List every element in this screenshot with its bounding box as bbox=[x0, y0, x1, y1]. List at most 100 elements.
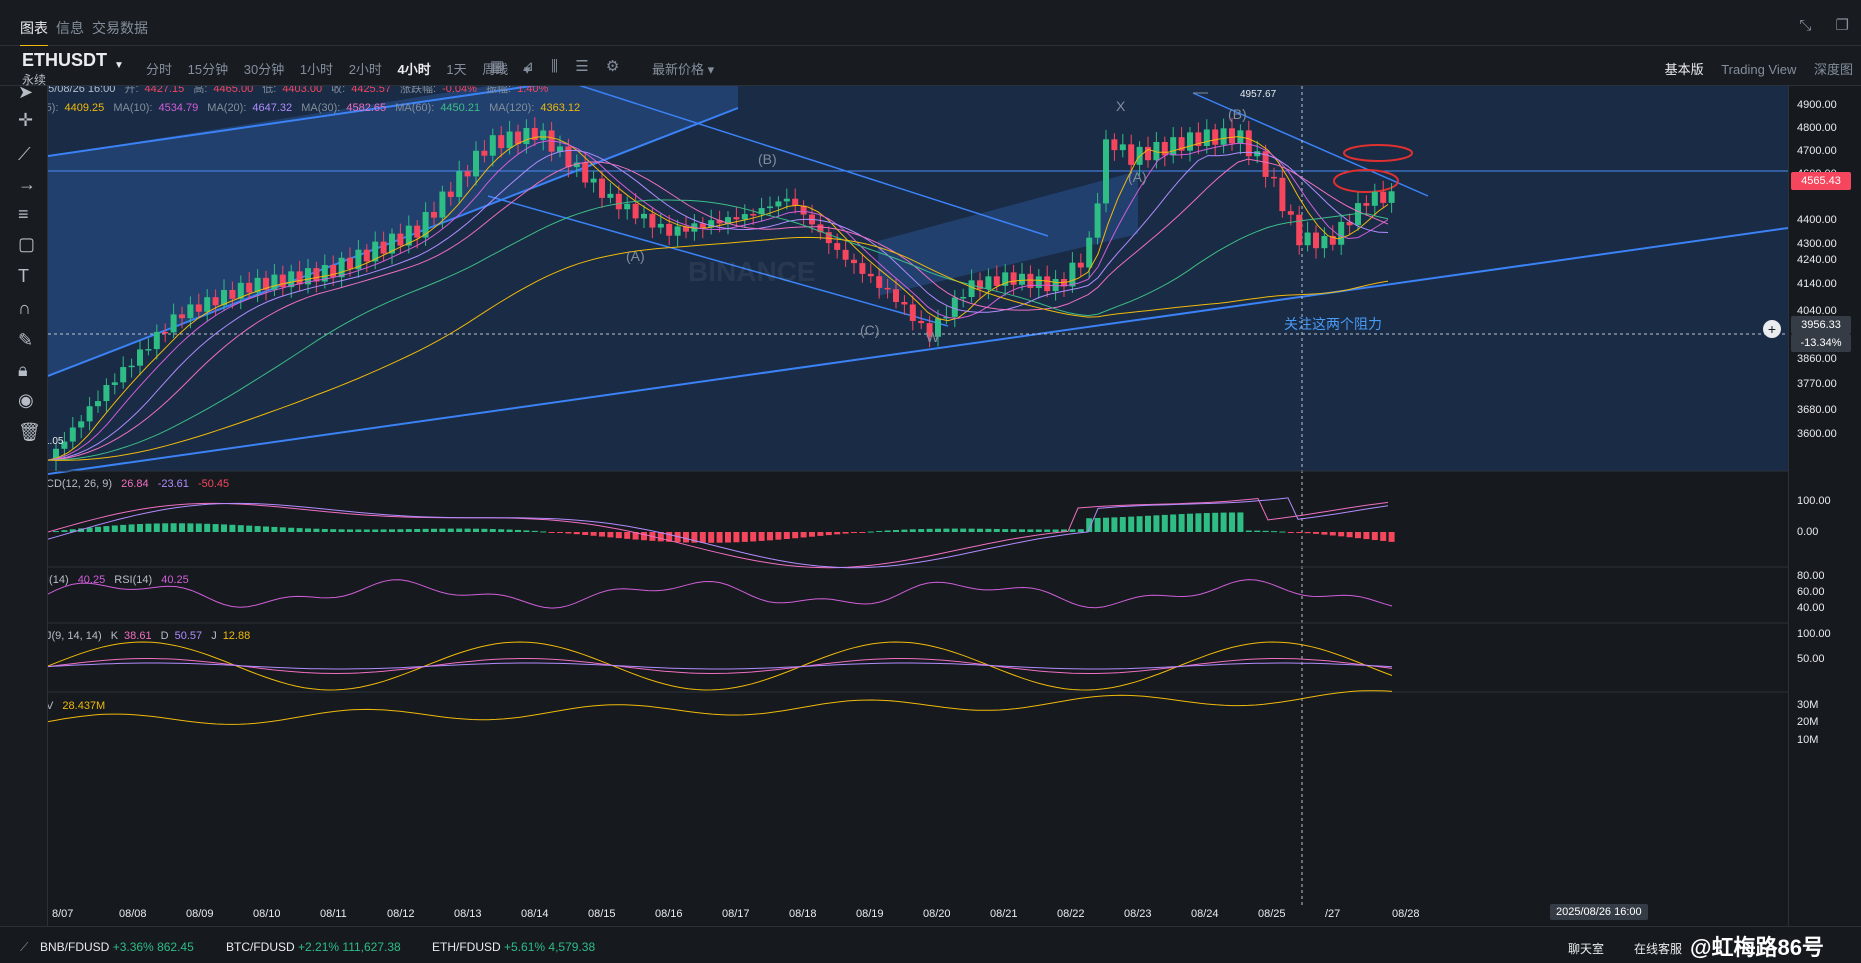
macd-bar bbox=[683, 532, 689, 543]
kdj-line bbox=[48, 658, 1393, 675]
latest-price-dropdown[interactable]: 最新价格 ▾ bbox=[652, 62, 715, 77]
candle-body bbox=[590, 178, 597, 183]
collapse-icon[interactable]: ⤡ bbox=[1799, 17, 1812, 34]
arrow-icon[interactable]: → bbox=[18, 174, 36, 194]
price-tick: 3770.00 bbox=[1797, 378, 1837, 390]
time-tick: 08/20 bbox=[923, 908, 951, 920]
price-tick: 4700.00 bbox=[1797, 145, 1837, 157]
drawing-toolbar: ➤ ✛ ⟋ → ≡ ▢ T ∩ ✎ 🔒︎ ◉ 🗑︎ bbox=[0, 82, 48, 926]
candle-body bbox=[1195, 132, 1202, 146]
chart-plot-area[interactable]: 25/08/26 16:00 开: 4427.15 高: 4465.00 低: 440… bbox=[48, 86, 1788, 926]
macd-bar bbox=[977, 528, 983, 532]
interval-30m[interactable]: 30分钟 bbox=[243, 62, 285, 77]
candle-body bbox=[447, 191, 454, 198]
candle-body bbox=[1279, 177, 1286, 212]
box-fill-a bbox=[878, 171, 1138, 296]
candle-body bbox=[1355, 203, 1361, 226]
time-tick: 08/16 bbox=[655, 908, 683, 920]
cursor-icon[interactable]: ➤ bbox=[18, 82, 34, 102]
candle-body bbox=[128, 365, 135, 368]
crosshair-icon[interactable]: ✛ bbox=[18, 110, 34, 130]
calendar-icon[interactable]: ▦ bbox=[490, 58, 505, 75]
time-tick: 08/25 bbox=[1258, 908, 1286, 920]
candle-body bbox=[389, 233, 395, 254]
interval-time[interactable]: 分时 bbox=[146, 62, 173, 77]
change-label: 涨跌幅: bbox=[400, 86, 437, 95]
candle-body bbox=[229, 290, 236, 299]
brush-icon[interactable]: ✎ bbox=[18, 330, 34, 350]
moving-average-line bbox=[48, 199, 1389, 461]
tab-trade-data[interactable]: 交易数据 bbox=[92, 20, 148, 36]
ticker-btc[interactable]: BTC/FDUSD +2.21% 111,627.38 bbox=[226, 940, 401, 954]
wave-b-label-left: (B) bbox=[758, 151, 777, 167]
tab-chart[interactable]: 图表 bbox=[20, 20, 48, 47]
macd-bar bbox=[246, 525, 253, 532]
text-icon[interactable]: T bbox=[18, 266, 29, 286]
add-alert-icon[interactable]: + bbox=[1763, 320, 1781, 338]
trash-icon[interactable]: 🗑︎ bbox=[18, 422, 41, 442]
eye-icon[interactable]: ◉ bbox=[18, 390, 34, 410]
shape-icon[interactable]: ▢ bbox=[18, 234, 36, 254]
indicator-icon[interactable]: ⊿ bbox=[521, 58, 534, 75]
view-basic[interactable]: 基本版 bbox=[1664, 62, 1704, 77]
chat-room-link[interactable]: 聊天室 bbox=[1568, 942, 1605, 956]
price-chart-svg[interactable] bbox=[48, 86, 1788, 926]
ma120-value: 4363.12 bbox=[540, 102, 581, 114]
interval-2h[interactable]: 2小时 bbox=[348, 62, 382, 77]
descending-line-3 bbox=[1192, 92, 1429, 197]
time-tick: 08/11 bbox=[320, 908, 347, 920]
macd-bar bbox=[338, 529, 345, 532]
descending-line-1 bbox=[578, 86, 1049, 237]
ma60-value: 4450.21 bbox=[440, 102, 481, 114]
ticker-eth[interactable]: ETH/FDUSD +5.61% 4,579.38 bbox=[432, 940, 595, 954]
candle-body bbox=[204, 297, 211, 312]
macd-bar bbox=[1212, 512, 1219, 532]
interval-15m[interactable]: 15分钟 bbox=[187, 62, 229, 77]
trendline-icon[interactable]: ⟋ bbox=[18, 144, 31, 164]
macd-bar bbox=[53, 531, 59, 533]
price-tick: 3600.00 bbox=[1797, 428, 1837, 440]
macd-bar bbox=[1254, 530, 1261, 532]
candle-body bbox=[330, 264, 337, 278]
interval-more-icon[interactable]: ▾ bbox=[523, 62, 531, 77]
fib-icon[interactable]: ≡ bbox=[18, 204, 29, 224]
candle-type-icon[interactable]: ⫼ bbox=[551, 58, 559, 75]
candle-body bbox=[699, 223, 706, 228]
lock-icon[interactable]: 🔒︎ bbox=[18, 360, 28, 380]
candle-body bbox=[582, 162, 589, 183]
time-tick: 8/07 bbox=[52, 908, 74, 920]
candle-body bbox=[1077, 262, 1084, 268]
interval-1d[interactable]: 1天 bbox=[446, 62, 467, 77]
time-tick: 08/18 bbox=[789, 908, 817, 920]
candle-body bbox=[918, 320, 925, 324]
ticker-symbol: BTC/FDUSD bbox=[226, 940, 295, 954]
candle-body bbox=[1035, 276, 1042, 288]
macd-bar bbox=[691, 532, 698, 543]
macd-bar bbox=[884, 530, 891, 532]
macd-bar bbox=[1346, 532, 1353, 538]
kdj-line bbox=[48, 641, 1393, 691]
ticker-bnb[interactable]: BNB/FDUSD +3.36% 862.45 bbox=[40, 940, 194, 954]
view-tradingview[interactable]: Trading View bbox=[1721, 62, 1797, 77]
interval-1w[interactable]: 周线 bbox=[482, 62, 509, 77]
candle-body bbox=[1086, 237, 1093, 268]
chevron-down-icon[interactable]: ▼ bbox=[114, 60, 124, 71]
magnet-icon[interactable]: ∩ bbox=[18, 298, 31, 318]
interval-4h[interactable]: 4小时 bbox=[397, 62, 431, 77]
macd-bar bbox=[666, 532, 673, 542]
time-tick: 08/09 bbox=[186, 908, 214, 920]
macd-bar bbox=[254, 526, 261, 532]
symbol-name[interactable]: ETHUSDT bbox=[22, 50, 107, 70]
online-support-link[interactable]: 在线客服 bbox=[1634, 942, 1683, 956]
macd-bar bbox=[523, 530, 530, 532]
gear-icon[interactable]: ⚙ bbox=[605, 58, 620, 75]
candle-body bbox=[313, 268, 320, 282]
view-depth[interactable]: 深度图 bbox=[1813, 62, 1853, 77]
layout-icon[interactable]: ☰ bbox=[575, 58, 589, 75]
popout-icon[interactable]: ❐ bbox=[1835, 17, 1849, 34]
macd-bar bbox=[1052, 529, 1059, 532]
interval-1h[interactable]: 1小时 bbox=[299, 62, 334, 77]
price-axis[interactable]: 4900.00 4800.00 4700.00 4600.00 4400.00 … bbox=[1788, 86, 1861, 926]
tab-info[interactable]: 信息 bbox=[56, 20, 84, 36]
rsi-value-1: 40.25 bbox=[77, 574, 106, 586]
